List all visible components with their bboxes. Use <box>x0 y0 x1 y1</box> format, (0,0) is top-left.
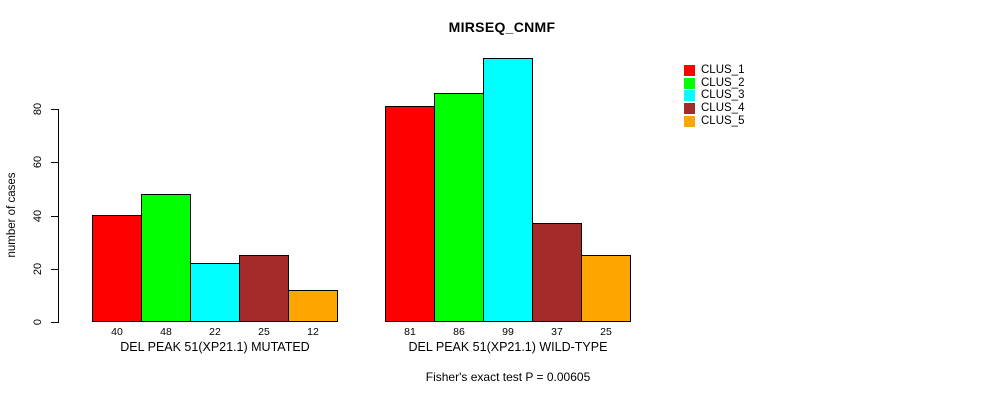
y-tick-label: 60 <box>32 156 44 169</box>
bar-clus_4 <box>532 223 582 322</box>
bar-value-label: 99 <box>502 326 514 338</box>
bar-clus_2 <box>141 194 191 322</box>
bar-clus_1 <box>92 215 142 322</box>
legend-item-clus_1: CLUS_1 <box>684 64 744 76</box>
legend-item-clus_5: CLUS_5 <box>684 115 744 127</box>
legend-swatch-icon <box>684 89 695 101</box>
bar-value-label: 40 <box>111 326 123 338</box>
bar-clus_5 <box>581 255 631 322</box>
y-tick-label: 0 <box>32 318 44 326</box>
y-axis-tick <box>51 322 58 323</box>
fishers-test-caption: Fisher's exact test P = 0.00605 <box>425 370 591 384</box>
group-label: DEL PEAK 51(XP21.1) MUTATED <box>120 340 310 354</box>
legend-label: CLUS_1 <box>701 64 745 76</box>
y-axis-tick <box>51 109 58 110</box>
bar-value-label: 25 <box>258 326 270 338</box>
legend-label: CLUS_4 <box>701 102 745 114</box>
bar-value-label: 37 <box>551 326 563 338</box>
y-axis-line <box>58 109 59 323</box>
y-tick-label: 20 <box>32 262 44 275</box>
bar-value-label: 22 <box>209 326 221 338</box>
legend-label: CLUS_5 <box>701 115 745 127</box>
bar-clus_3 <box>483 58 533 322</box>
group-label: DEL PEAK 51(XP21.1) WILD-TYPE <box>408 340 608 354</box>
bar-clus_2 <box>434 93 484 322</box>
bar-value-label: 48 <box>160 326 172 338</box>
bar-clus_3 <box>190 263 240 322</box>
legend-label: CLUS_3 <box>701 89 745 101</box>
y-axis-tick <box>51 162 58 164</box>
legend-label: CLUS_2 <box>701 77 745 89</box>
legend-item-clus_2: CLUS_2 <box>684 77 744 89</box>
y-axis-tick <box>51 268 58 270</box>
bar-value-label: 81 <box>404 326 416 338</box>
y-axis-tick <box>51 215 58 217</box>
bar-value-label: 86 <box>453 326 465 338</box>
y-tick-label: 40 <box>32 209 44 222</box>
bar-clus_5 <box>288 290 338 322</box>
legend-swatch-icon <box>684 102 695 114</box>
bar-value-label: 12 <box>307 326 319 338</box>
chart-title: MIRSEQ_CNMF <box>448 19 556 35</box>
legend-swatch-icon <box>684 77 695 89</box>
legend-item-clus_4: CLUS_4 <box>684 102 744 114</box>
y-tick-label: 80 <box>32 102 44 116</box>
bar-clus_1 <box>385 106 435 322</box>
legend-swatch-icon <box>684 115 695 127</box>
bar-value-label: 25 <box>600 326 612 338</box>
y-axis-label: number of cases <box>6 172 18 258</box>
bar-clus_4 <box>239 255 289 322</box>
legend-item-clus_3: CLUS_3 <box>684 89 744 101</box>
legend-swatch-icon <box>684 64 695 76</box>
